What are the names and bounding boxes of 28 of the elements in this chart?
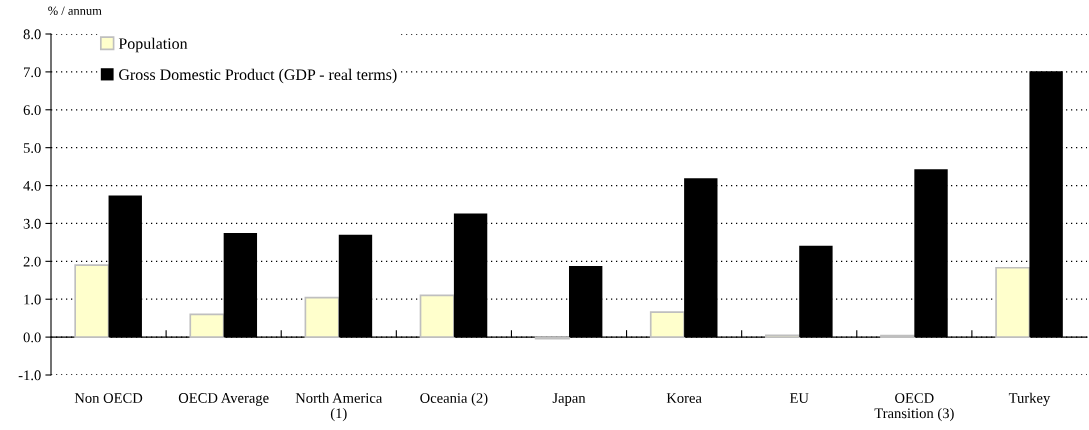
bar: [304, 296, 340, 338]
y-axis-title: % / annum: [48, 6, 102, 15]
bar: [189, 313, 225, 338]
x-tick-label: OECD Average: [178, 393, 269, 406]
x-tick-label: Oceania (2): [420, 392, 488, 406]
x-tick-label: Non OECD: [74, 393, 143, 403]
y-tick-label: 1.0: [24, 294, 41, 305]
y-tick-label: 8.0: [23, 29, 41, 40]
x-tick-label: North America (1): [295, 392, 383, 422]
x-tick-label: Japan: [552, 393, 586, 406]
y-tick-label: 7.0: [24, 67, 41, 78]
y-tick-label: -1.0: [18, 370, 41, 381]
x-tick-label: Korea: [666, 393, 702, 403]
x-tick-label: EU: [789, 393, 809, 403]
legend-label: Gross Domestic Product (GDP - real terms): [119, 68, 397, 84]
bar: [995, 266, 1031, 338]
y-tick-label: 2.0: [23, 256, 41, 267]
y-tick-label: 6.0: [23, 105, 41, 116]
x-tick-label: Turkey: [1008, 392, 1051, 406]
legend-label: Population: [118, 37, 188, 53]
y-tick-label: 5.0: [23, 143, 41, 153]
y-tick-label: 0.0: [23, 332, 41, 343]
y-tick-label: 4.0: [23, 180, 41, 191]
x-tick-label: OECD Transition (3): [874, 393, 954, 422]
bar: [649, 311, 685, 338]
y-tick-label: 3.0: [23, 218, 41, 229]
bar: [74, 264, 110, 338]
bar: [419, 294, 455, 338]
